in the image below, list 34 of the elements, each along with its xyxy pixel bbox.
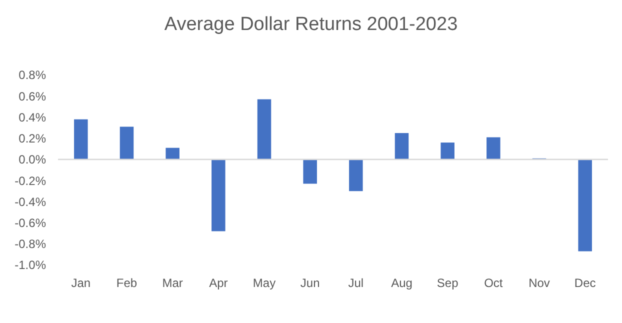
x-tick-label: Feb xyxy=(116,276,138,290)
chart-title: Average Dollar Returns 2001-2023 xyxy=(164,14,458,35)
bar xyxy=(303,159,317,184)
bar xyxy=(74,119,88,160)
y-tick-label: 0.4% xyxy=(18,110,46,124)
bar xyxy=(166,148,180,160)
x-tick-label: Sep xyxy=(436,276,459,290)
x-tick-label: Apr xyxy=(209,276,228,290)
x-tick-label: Nov xyxy=(528,276,550,290)
bar xyxy=(120,126,134,160)
y-tick-label: -0.2% xyxy=(14,174,46,188)
bar xyxy=(212,159,226,232)
x-tick-label: Mar xyxy=(162,276,183,290)
x-tick-label: Oct xyxy=(484,276,504,290)
y-tick-label: -0.6% xyxy=(14,216,46,230)
x-tick-label: Dec xyxy=(574,276,596,290)
y-tick-label: -0.8% xyxy=(14,237,46,252)
bar xyxy=(440,142,454,160)
x-tick-label: Jul xyxy=(348,276,364,290)
x-tick-label: Aug xyxy=(391,276,412,290)
bar xyxy=(578,159,592,252)
y-tick-label: 0.2% xyxy=(18,132,46,146)
y-tick-label: -1.0% xyxy=(14,258,46,272)
bar xyxy=(486,137,500,160)
x-tick-label: Jun xyxy=(300,276,320,290)
y-tick-label: -0.4% xyxy=(14,194,46,209)
y-tick-label: 0.6% xyxy=(18,89,46,104)
bar xyxy=(349,159,363,192)
bar xyxy=(394,133,409,160)
x-tick-label: May xyxy=(252,276,276,290)
y-tick-label: 0.0% xyxy=(18,152,46,167)
y-tick-label: 0.8% xyxy=(18,68,46,82)
bar xyxy=(257,99,272,160)
x-tick-label: Jan xyxy=(71,276,91,290)
